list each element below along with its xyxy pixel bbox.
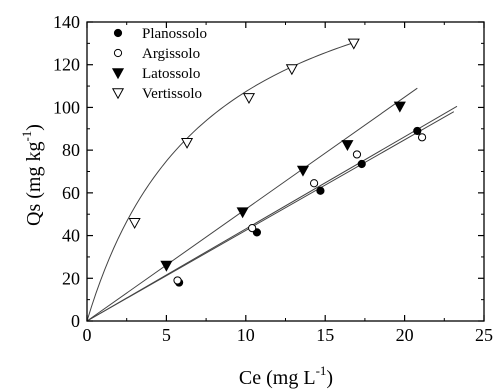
point-planossolo <box>413 126 422 136</box>
x-tick-label: 10 <box>237 325 255 345</box>
point-latossolo <box>341 140 354 152</box>
x-tick-label: 15 <box>316 325 334 345</box>
x-tick-label: 25 <box>475 325 493 345</box>
y-tick-label: 100 <box>53 97 80 117</box>
fit-line-latossolo <box>86 87 418 322</box>
point-argissolo <box>309 179 319 188</box>
point-planossolo <box>316 186 325 195</box>
point-vertissolo <box>285 64 298 76</box>
legend-marker-planossolo <box>113 28 123 38</box>
point-argissolo <box>248 223 257 233</box>
legend-marker-argissolo <box>113 48 123 58</box>
axis-ticks: 0 5 10 15 20 25 0 20 40 60 80 100 120 140 <box>53 12 493 345</box>
point-latossolo <box>160 260 173 272</box>
legend-marker-vertissolo <box>111 88 125 100</box>
y-axis-label-superscript: -1 <box>19 131 34 142</box>
y-tick-label: 120 <box>53 55 80 75</box>
x-tick-label: 20 <box>396 325 414 345</box>
point-vertissolo <box>242 93 256 105</box>
point-latossolo <box>296 165 310 177</box>
fit-line-argissolo <box>86 105 458 322</box>
legend-label-vertissolo: Vertissolo <box>142 86 202 102</box>
x-axis-label: Ce (mg L-1) <box>239 363 333 389</box>
legend-label-latossolo: Latossolo <box>142 66 200 82</box>
point-latossolo <box>393 101 406 113</box>
y-tick-label: 60 <box>62 183 80 203</box>
point-vertissolo <box>128 218 141 229</box>
point-argissolo <box>173 276 182 285</box>
fit-curves <box>86 42 458 322</box>
point-vertissolo <box>180 137 194 149</box>
y-tick-label: 0 <box>71 311 80 331</box>
point-argissolo <box>352 150 362 159</box>
y-tick-label: 140 <box>53 12 80 32</box>
point-latossolo <box>236 207 249 219</box>
point-argissolo <box>417 133 427 142</box>
legend-label-planossolo: Planossolo <box>142 26 207 42</box>
y-tick-label: 80 <box>62 140 80 160</box>
legend: Planossolo Argissolo Latossolo Vertissolo <box>111 26 207 102</box>
point-vertissolo <box>347 38 360 50</box>
fit-curve-vertissolo <box>86 42 354 322</box>
fit-line-planossolo <box>86 111 455 322</box>
y-tick-label: 20 <box>62 268 80 288</box>
y-tick-label: 40 <box>62 226 80 246</box>
point-planossolo <box>357 159 366 169</box>
x-axis-label-superscript: -1 <box>316 363 327 378</box>
legend-marker-latossolo <box>111 68 125 80</box>
legend-label-argissolo: Argissolo <box>142 46 200 62</box>
x-tick-label: 5 <box>162 325 171 345</box>
data-points <box>128 38 427 287</box>
x-tick-label: 0 <box>83 325 92 345</box>
y-axis-label: Qs (mg kg-1) <box>19 124 45 226</box>
